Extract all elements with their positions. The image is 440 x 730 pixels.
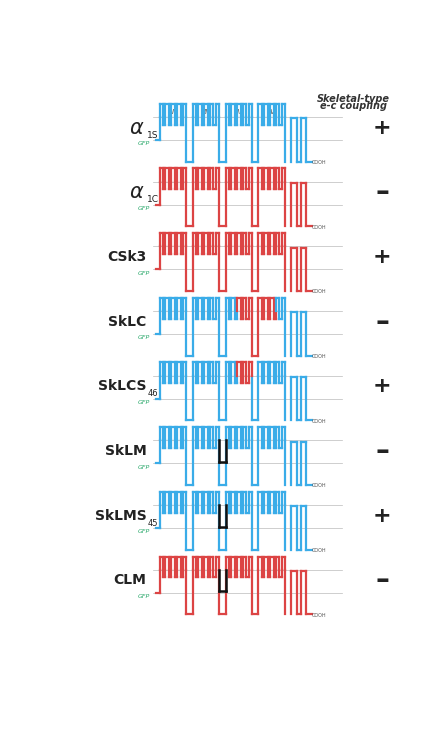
Text: +: + (373, 118, 391, 138)
Text: II: II (204, 110, 208, 115)
Text: GFP: GFP (138, 271, 150, 276)
Text: 1S: 1S (147, 131, 159, 139)
Text: $\alpha$: $\alpha$ (129, 118, 145, 138)
Text: Skeletal-type: Skeletal-type (317, 93, 390, 104)
Text: GFP: GFP (138, 335, 150, 340)
Text: $\alpha$: $\alpha$ (129, 182, 145, 202)
Text: COOH: COOH (312, 612, 326, 618)
Text: COOH: COOH (312, 354, 326, 359)
Text: COOH: COOH (312, 419, 326, 423)
Text: GFP: GFP (138, 206, 150, 211)
Text: GFP: GFP (138, 400, 150, 405)
Text: COOH: COOH (312, 160, 326, 165)
Text: 45: 45 (147, 519, 158, 528)
Text: SkLM: SkLM (105, 444, 147, 458)
Text: COOH: COOH (312, 225, 326, 230)
Text: IV: IV (268, 110, 275, 115)
Text: SkLCS: SkLCS (98, 380, 147, 393)
Text: GFP: GFP (138, 465, 150, 469)
Text: SkLMS: SkLMS (95, 509, 147, 523)
Text: CSk3: CSk3 (107, 250, 147, 264)
Text: CLM: CLM (114, 573, 147, 588)
Text: GFP: GFP (138, 529, 150, 534)
Text: III: III (236, 110, 242, 115)
Text: 1C: 1C (147, 196, 159, 204)
Text: –: – (375, 437, 389, 465)
Text: –: – (375, 566, 389, 594)
Text: SkLC: SkLC (108, 315, 147, 328)
Text: +: + (373, 247, 391, 267)
Text: +: + (373, 506, 391, 526)
Text: COOH: COOH (312, 548, 326, 553)
Text: GFP: GFP (138, 142, 150, 146)
Text: I: I (172, 110, 174, 115)
Text: COOH: COOH (312, 483, 326, 488)
Text: GFP: GFP (138, 594, 150, 599)
Text: –: – (375, 307, 389, 336)
Text: COOH: COOH (312, 289, 326, 294)
Text: –: – (375, 178, 389, 207)
Text: e-c coupling: e-c coupling (320, 101, 387, 112)
Text: 46: 46 (147, 389, 158, 399)
Text: +: + (373, 377, 391, 396)
